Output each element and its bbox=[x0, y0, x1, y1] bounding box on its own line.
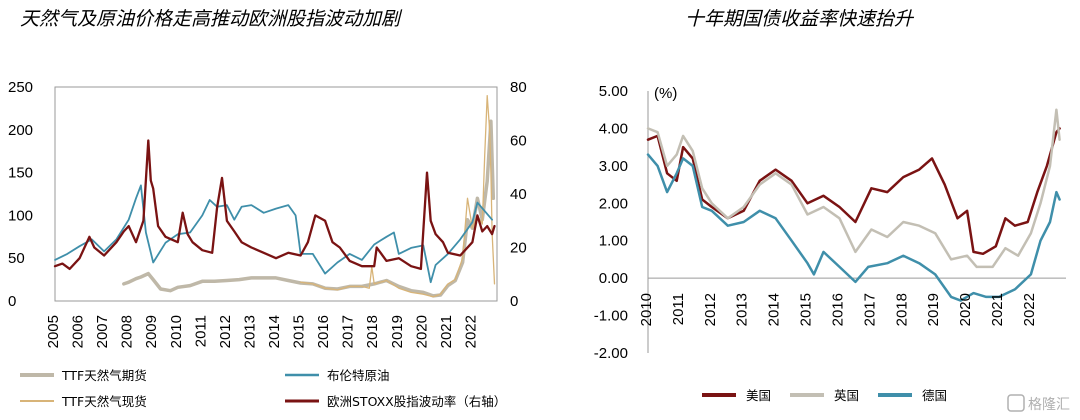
right-chart-x-tick-label: 2022 bbox=[1021, 293, 1038, 326]
right-y-tick-label: 60 bbox=[510, 133, 527, 150]
left-chart-ticks: 0 50 100 150 200 250 0 20 40 60 80 2005 2006 2007 2008… bbox=[8, 79, 527, 348]
watermark: 格隆汇 bbox=[1007, 394, 1070, 413]
x-tick-label: 2021 bbox=[438, 315, 455, 348]
right-chart-ticks: 5.00 4.00 3.00 2.00 1.00 0.00 -1.00 -2.00 2010 20… bbox=[594, 83, 1038, 362]
x-tick-label: 2012 bbox=[217, 315, 234, 348]
x-tick-label: 2013 bbox=[241, 315, 258, 348]
watermark-logo-icon bbox=[1007, 394, 1025, 412]
left-plot-frame bbox=[54, 86, 498, 302]
left-series-line-2 bbox=[54, 184, 493, 284]
right-chart-plot bbox=[646, 91, 1066, 353]
right-chart-x-tick-label: 2019 bbox=[925, 293, 942, 326]
right-y-tick-label: 0 bbox=[510, 293, 518, 310]
right-y-tick-label: 80 bbox=[510, 79, 527, 96]
right-y-tick-label: 20 bbox=[510, 240, 527, 257]
left-series-line-1 bbox=[299, 94, 496, 298]
x-tick-label: 2020 bbox=[413, 315, 430, 348]
legend-label-brent: 布伦特原油 bbox=[327, 368, 390, 383]
left-chart-legend: TTF天然气期货 布伦特原油 TTF天然气现货 欧洲STOXX股指波动率（右轴） bbox=[20, 368, 506, 409]
right-chart-x-tick-label: 2013 bbox=[734, 293, 751, 326]
left-y-tick-label: 150 bbox=[8, 165, 33, 182]
right-y-tick-label: 40 bbox=[510, 186, 527, 203]
x-tick-label: 2017 bbox=[340, 315, 357, 348]
x-tick-label: 2009 bbox=[143, 315, 160, 348]
x-tick-label: 2011 bbox=[192, 315, 209, 347]
left-y-tick-label: 250 bbox=[8, 79, 33, 96]
right-series-line-2 bbox=[646, 153, 1061, 302]
legend-label-ttf-futures: TTF天然气期货 bbox=[61, 368, 147, 383]
right-chart-y-tick-label: 0.00 bbox=[599, 270, 628, 287]
legend-label-ttf-spot: TTF天然气现货 bbox=[61, 394, 147, 409]
left-y-tick-label: 50 bbox=[8, 250, 25, 267]
right-chart-y-tick-label: 2.00 bbox=[599, 195, 628, 212]
x-tick-label: 2014 bbox=[266, 315, 283, 348]
x-tick-label: 2008 bbox=[119, 315, 136, 348]
right-chart-y-tick-label: -2.00 bbox=[594, 345, 628, 362]
right-chart-x-tick-label: 2016 bbox=[829, 293, 846, 326]
right-chart-unit-label: (%) bbox=[654, 85, 677, 102]
legend-label-stoxx-vol: 欧洲STOXX股指波动率（右轴） bbox=[327, 394, 506, 409]
right-chart-x-tick-label: 2011 bbox=[670, 293, 687, 325]
right-series-line-0 bbox=[646, 127, 1061, 256]
right-chart-title: 十年期国债收益率快速抬升 bbox=[685, 8, 915, 30]
right-chart-y-tick-label: 3.00 bbox=[599, 158, 628, 175]
left-y-tick-label: 100 bbox=[8, 207, 33, 224]
legend-label-us: 美国 bbox=[746, 388, 771, 403]
right-chart-x-tick-label: 2012 bbox=[702, 293, 719, 326]
right-chart-y-tick-label: -1.00 bbox=[594, 308, 628, 325]
right-chart-x-tick-label: 2014 bbox=[766, 293, 783, 326]
right-chart-legend: 美国 英国 德国 bbox=[702, 388, 947, 403]
watermark-text: 格隆汇 bbox=[1028, 397, 1070, 413]
x-tick-label: 2010 bbox=[168, 315, 185, 348]
x-tick-label: 2018 bbox=[364, 315, 381, 348]
left-chart-title: 天然气及原油价格走高推动欧洲股指波动加剧 bbox=[20, 8, 403, 30]
x-tick-label: 2019 bbox=[389, 315, 406, 348]
left-chart: 天然气及原油价格走高推动欧洲股指波动加剧 0 50 100 150 200 250 0 20 4… bbox=[8, 8, 527, 409]
right-chart-y-tick-label: 5.00 bbox=[599, 83, 628, 100]
right-chart-y-tick-label: 1.00 bbox=[599, 233, 628, 250]
x-tick-label: 2006 bbox=[70, 315, 87, 348]
left-chart-plot bbox=[53, 86, 498, 302]
right-chart-x-tick-label: 2020 bbox=[957, 293, 974, 326]
left-series-line-3 bbox=[53, 139, 496, 271]
x-tick-label: 2022 bbox=[462, 315, 479, 348]
right-chart-x-tick-label: 2018 bbox=[893, 293, 910, 326]
right-series-line-1 bbox=[646, 108, 1061, 269]
left-y-tick-label: 0 bbox=[8, 293, 16, 310]
left-series-line-0 bbox=[122, 119, 496, 298]
legend-label-de: 德国 bbox=[922, 388, 947, 403]
right-chart-x-tick-label: 2017 bbox=[861, 293, 878, 326]
right-chart-x-tick-label: 2021 bbox=[989, 293, 1006, 326]
x-tick-label: 2016 bbox=[315, 315, 332, 348]
x-tick-label: 2015 bbox=[291, 315, 308, 348]
right-chart-x-tick-label: 2010 bbox=[638, 293, 655, 326]
x-tick-label: 2005 bbox=[45, 315, 62, 348]
right-chart: 十年期国债收益率快速抬升 (%) 5.00 4.00 3.00 2.00 1.00 0.0… bbox=[594, 8, 1066, 403]
right-chart-x-tick-label: 2015 bbox=[798, 293, 815, 326]
left-y-tick-label: 200 bbox=[8, 122, 33, 139]
x-tick-label: 2007 bbox=[94, 315, 111, 348]
right-chart-y-tick-label: 4.00 bbox=[599, 120, 628, 137]
legend-label-uk: 英国 bbox=[834, 388, 859, 403]
